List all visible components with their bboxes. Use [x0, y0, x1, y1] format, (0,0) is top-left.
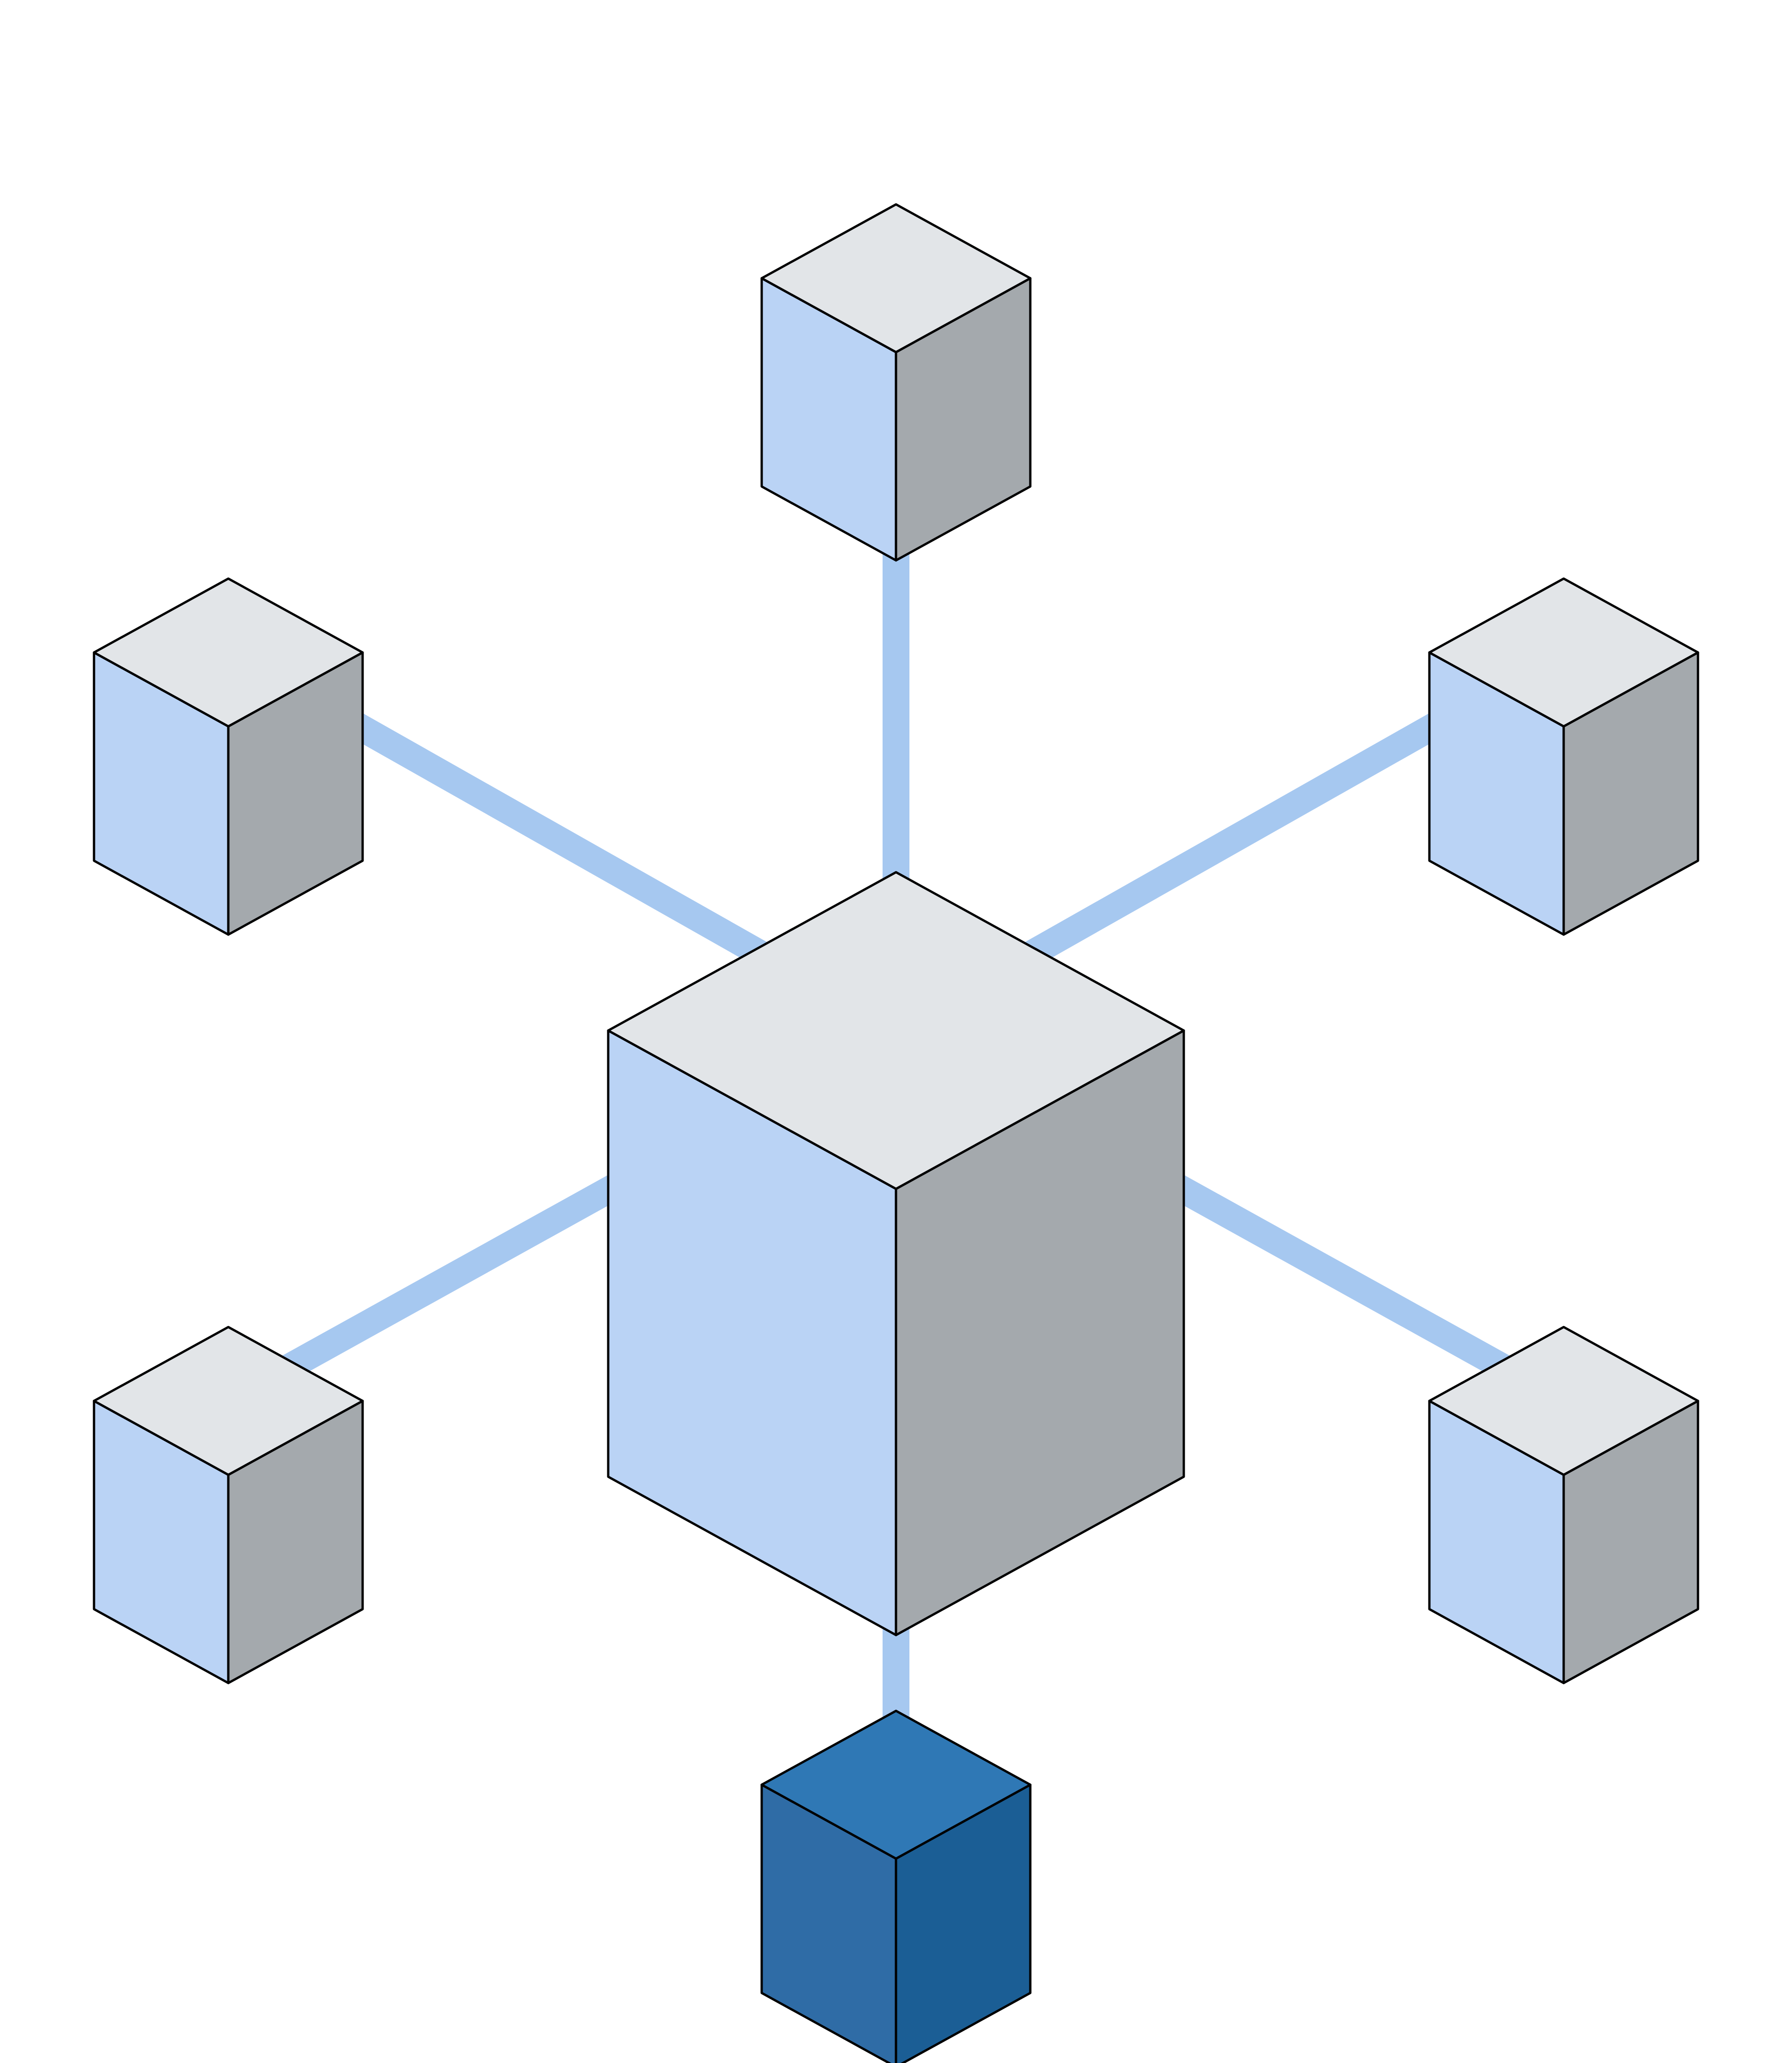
node-bottom [762, 1711, 1030, 2063]
node-lower-right [1429, 1327, 1698, 1683]
node-top [762, 204, 1030, 560]
node-center [608, 872, 1184, 1635]
node-upper-right [1429, 579, 1698, 935]
node-upper-left [94, 579, 363, 935]
node-lower-left [94, 1327, 363, 1683]
center-node [608, 872, 1184, 1635]
network-diagram [0, 0, 1792, 2063]
